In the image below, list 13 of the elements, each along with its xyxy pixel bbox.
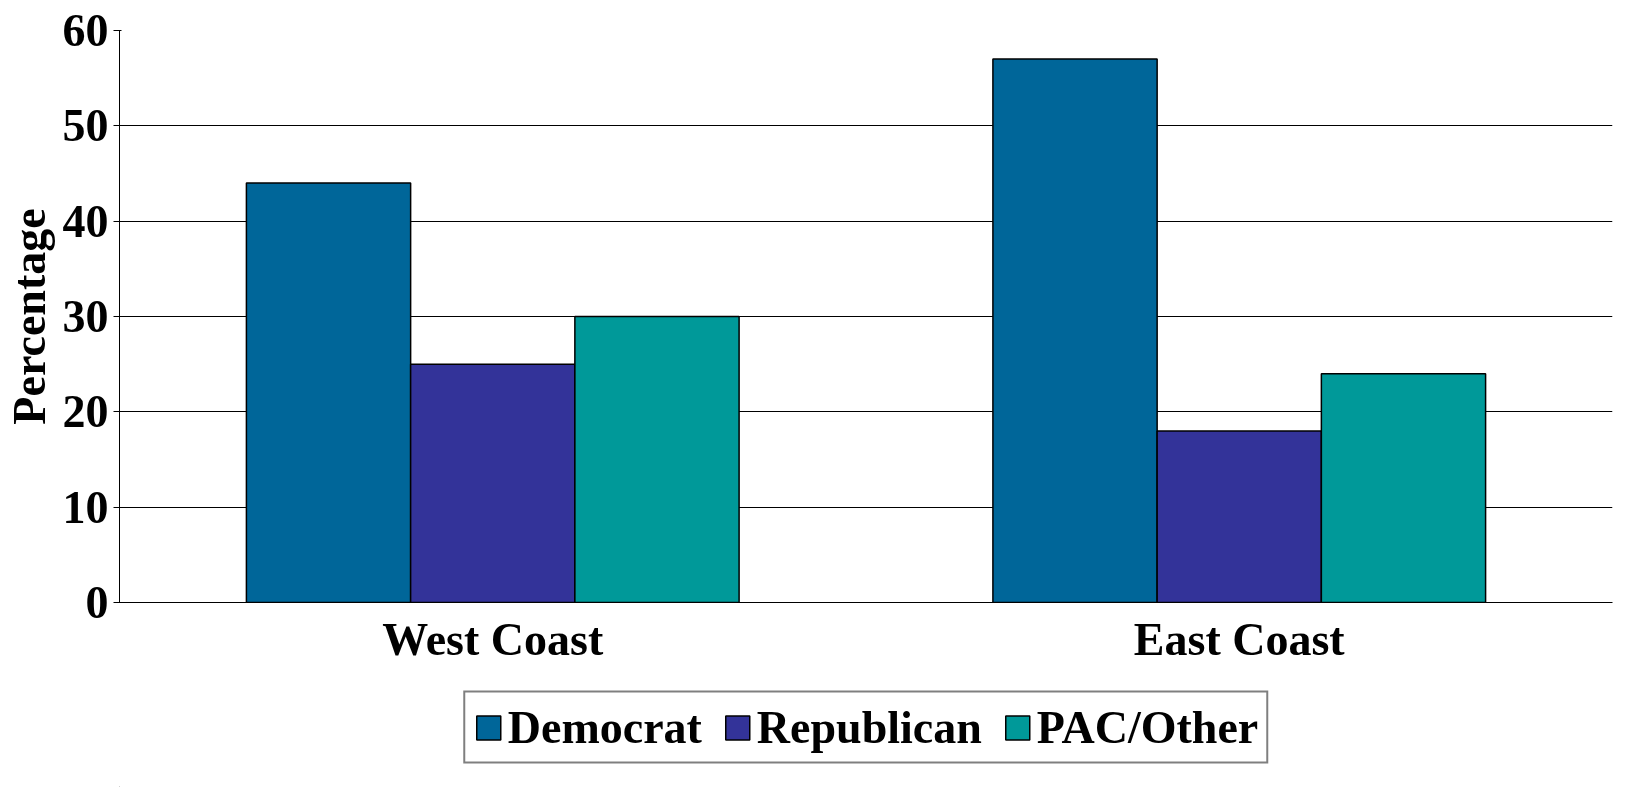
legend-label: PAC/Other [1036,700,1259,754]
y-axis-title: Percentage [3,208,55,425]
y-tick-label: 10 [62,481,109,533]
y-tick-label: 40 [62,195,109,247]
x-tick-label: West Coast [382,613,604,665]
y-tick-label: 20 [62,386,109,438]
y-tick-label: 60 [62,5,109,56]
y-tick-label: 30 [62,291,109,342]
legend-label: Democrat [507,700,702,754]
legend-label: Republican [756,700,982,754]
y-tick-label: 50 [62,100,109,152]
x-tick-label: East Coast [1133,613,1346,665]
y-tick-label: 0 [85,577,109,628]
